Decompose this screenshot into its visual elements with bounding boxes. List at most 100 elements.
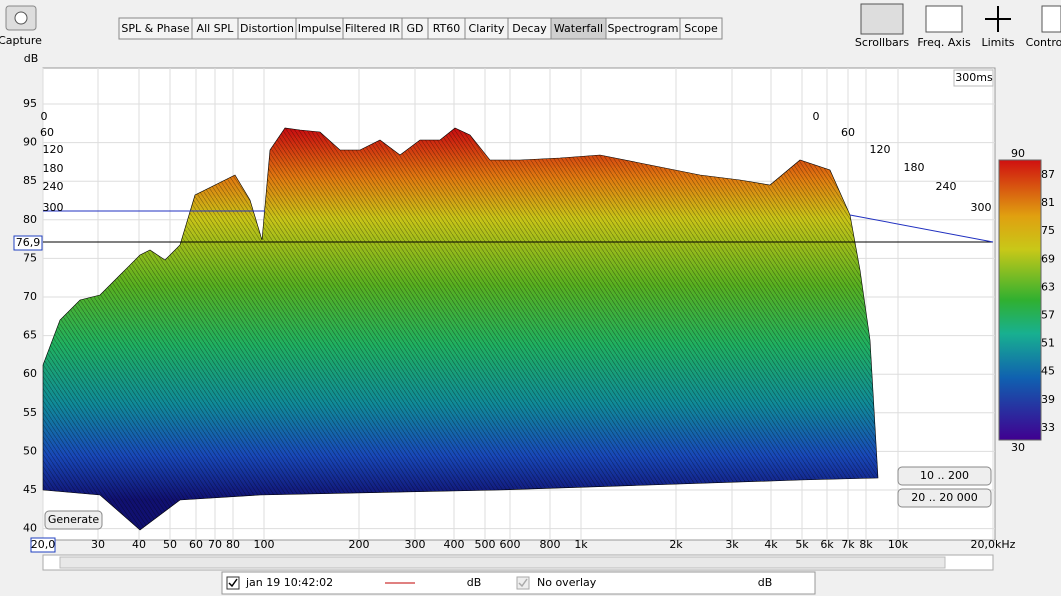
- x-tick-label: 20,0kHz: [971, 538, 1016, 551]
- color-scale-bar: [998, 159, 1042, 441]
- color-scale-min: 30: [1011, 441, 1025, 454]
- y-unit: dB: [24, 52, 39, 65]
- x-tick-label: 200: [349, 538, 370, 551]
- color-scale-label: 81: [1041, 196, 1055, 209]
- y-tick-label: 85: [23, 174, 37, 187]
- time-label: 60: [841, 126, 855, 139]
- time-line: [849, 214, 994, 243]
- color-scale-label: 87: [1041, 168, 1055, 181]
- y-tick-label: 75: [23, 251, 37, 264]
- tab-button[interactable]: [679, 17, 723, 40]
- x-tick-label: 7k: [841, 538, 855, 551]
- color-scale-label: 57: [1041, 309, 1055, 322]
- x-tick-label: 70: [208, 538, 222, 551]
- color-scale-label: 75: [1041, 224, 1055, 237]
- x-tick-label: 600: [500, 538, 521, 551]
- button-label[interactable]: 10 .. 200: [920, 469, 969, 482]
- time-label: 240: [936, 180, 957, 193]
- color-scale-label: 45: [1041, 365, 1055, 378]
- x-tick-label: 3k: [725, 538, 739, 551]
- x-tick-label: 40: [132, 538, 146, 551]
- y-tick-label: 60: [23, 367, 37, 380]
- time-label: 0: [41, 110, 48, 123]
- tool-label[interactable]: Limits: [982, 36, 1015, 49]
- checkbox[interactable]: [516, 576, 530, 590]
- x-tick-label: 5k: [795, 538, 809, 551]
- scrollbars-icon[interactable]: [860, 3, 904, 35]
- y-tick-label: 95: [23, 97, 37, 110]
- tool-label[interactable]: Scrollbars: [855, 36, 909, 49]
- time-label: 120: [43, 143, 64, 156]
- button[interactable]: [897, 488, 992, 508]
- limits-icon[interactable]: [985, 6, 1011, 32]
- check-mark: [518, 578, 528, 588]
- time-label: 120: [870, 143, 891, 156]
- y-tick-label: 90: [23, 136, 37, 149]
- x-tick-label: 2k: [669, 538, 683, 551]
- time-label: 0: [813, 110, 820, 123]
- legend-overlay: No overlay: [537, 576, 597, 589]
- x-tick-label: 1k: [574, 538, 588, 551]
- x-tick-label: 20,0: [31, 538, 56, 551]
- color-scale-label: 33: [1041, 421, 1055, 434]
- tab-label[interactable]: Distortion: [240, 22, 294, 35]
- x-tick-label: 300: [405, 538, 426, 551]
- x-start-box: [30, 537, 56, 553]
- time-span: 300ms: [955, 71, 993, 84]
- legend-measurement[interactable]: jan 19 10:42:02: [245, 576, 333, 589]
- x-tick-label: 80: [226, 538, 240, 551]
- scrollbar-thumb[interactable]: [59, 556, 946, 569]
- capture-icon-lens: [14, 11, 28, 25]
- time-label: 180: [43, 162, 64, 175]
- x-tick-label: 50: [163, 538, 177, 551]
- time-label: 240: [43, 180, 64, 193]
- y-tick-label: 45: [23, 483, 37, 496]
- tab-label[interactable]: SPL & Phase: [121, 22, 189, 35]
- tab-label[interactable]: Impulse: [298, 22, 342, 35]
- color-scale-label: 69: [1041, 252, 1055, 265]
- time-label: 180: [904, 161, 925, 174]
- tab-label[interactable]: Filtered IR: [345, 22, 400, 35]
- x-tick-label: 30: [91, 538, 105, 551]
- tab-label[interactable]: All SPL: [197, 22, 235, 35]
- x-tick-label: 60: [189, 538, 203, 551]
- y-tick-label: 80: [23, 213, 37, 226]
- color-scale-label: 51: [1041, 337, 1055, 350]
- tab-label[interactable]: Spectrogram: [607, 22, 678, 35]
- button-label[interactable]: 20 .. 20 000: [911, 491, 977, 504]
- controls-icon[interactable]: [1041, 5, 1061, 33]
- time-label: 60: [40, 126, 54, 139]
- tab-label[interactable]: Scope: [684, 22, 718, 35]
- button[interactable]: [44, 510, 103, 530]
- tool-label[interactable]: Freq. Axis: [917, 36, 971, 49]
- y-tick-label: 55: [23, 406, 37, 419]
- legend-unit: dB: [758, 576, 773, 589]
- x-tick-label: 8k: [859, 538, 873, 551]
- y-tick-label: 40: [23, 522, 37, 535]
- button[interactable]: [897, 466, 992, 486]
- x-tick-label: 500: [475, 538, 496, 551]
- x-tick-label: 800: [540, 538, 561, 551]
- tab-label[interactable]: Decay: [512, 22, 547, 35]
- x-tick-label: 10k: [888, 538, 909, 551]
- y-tick-label: 65: [23, 329, 37, 342]
- tool-label[interactable]: Contro: [1026, 36, 1061, 49]
- y-tick-label: 50: [23, 444, 37, 457]
- cursor-value: 76,9: [16, 236, 41, 249]
- x-tick-label: 6k: [820, 538, 834, 551]
- color-scale-label: 63: [1041, 280, 1055, 293]
- cursor-value-box: [13, 235, 43, 251]
- freq-axis-icon[interactable]: [925, 5, 963, 33]
- color-scale-label: 39: [1041, 393, 1055, 406]
- tab-label[interactable]: Clarity: [469, 22, 505, 35]
- x-tick-label: 100: [254, 538, 275, 551]
- time-span-box: [953, 69, 994, 87]
- checkbox[interactable]: [226, 576, 240, 590]
- y-tick-label: 70: [23, 290, 37, 303]
- button-label[interactable]: Generate: [48, 513, 100, 526]
- time-label: 300: [971, 201, 992, 214]
- tab-label[interactable]: RT60: [433, 22, 461, 35]
- capture-label: Capture: [0, 34, 42, 47]
- tab-label[interactable]: GD: [407, 22, 424, 35]
- tab-label[interactable]: Waterfall: [554, 22, 603, 35]
